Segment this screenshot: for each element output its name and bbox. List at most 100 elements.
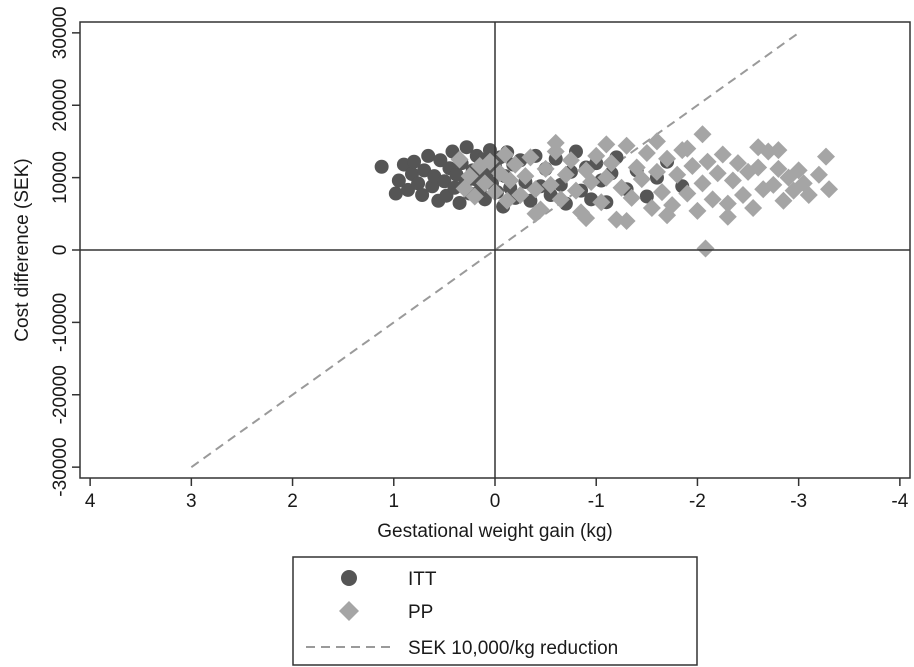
pp-point	[637, 144, 656, 163]
itt-point	[421, 148, 436, 163]
x-tick-label: -4	[891, 491, 908, 512]
itt-point	[639, 189, 654, 204]
pp-point	[733, 185, 752, 204]
x-tick-label: 4	[85, 491, 96, 512]
pp-point	[546, 133, 565, 152]
legend-marker-pp	[339, 601, 359, 621]
pp-point	[587, 146, 606, 165]
itt-point	[411, 176, 426, 191]
pp-point	[703, 190, 722, 209]
pp-point	[597, 168, 616, 187]
pp-point	[683, 157, 702, 176]
pp-point	[744, 199, 763, 218]
pp-point	[718, 207, 737, 226]
pp-point	[582, 172, 601, 191]
itt-point	[388, 186, 403, 201]
y-tick-label: 30000	[50, 6, 71, 59]
pp-point	[696, 239, 715, 258]
pp-point	[450, 150, 469, 169]
pp-point	[566, 181, 585, 200]
pp-point	[475, 174, 494, 193]
itt-point	[459, 140, 474, 155]
plot-area	[190, 32, 839, 468]
pp-point	[541, 175, 560, 194]
pp-point	[465, 187, 484, 206]
pp-point	[789, 161, 808, 180]
pp-point	[592, 193, 611, 212]
reference-line-sek-10000-per-kg	[190, 32, 800, 468]
pp-point	[749, 158, 768, 177]
pp-point	[713, 145, 732, 164]
pp-point	[809, 165, 828, 184]
pp-point	[617, 212, 636, 231]
pp-point	[647, 132, 666, 151]
pp-point	[501, 171, 520, 190]
pp-point	[693, 125, 712, 144]
pp-point	[718, 194, 737, 213]
pp-point	[551, 190, 570, 209]
itt-point	[400, 182, 415, 197]
pp-point	[612, 178, 631, 197]
y-tick-label: 20000	[50, 79, 71, 132]
itt-point	[482, 143, 497, 158]
pp-point	[816, 147, 835, 166]
pp-point	[642, 199, 661, 218]
pp-point	[653, 183, 672, 202]
pp-point	[708, 164, 727, 183]
legend-label-reference-line: SEK 10,000/kg reduction	[408, 638, 618, 659]
pp-point	[820, 180, 839, 199]
itt-point	[433, 153, 448, 168]
pp-point	[723, 171, 742, 190]
x-tick-label: -3	[790, 491, 807, 512]
x-tick-label: -1	[588, 491, 605, 512]
x-tick-label: 3	[186, 491, 197, 512]
pp-point	[526, 204, 545, 223]
y-tick-label: -10000	[50, 293, 71, 352]
pp-point	[602, 154, 621, 173]
pp-point	[668, 165, 687, 184]
itt-point	[407, 154, 422, 169]
pp-point	[647, 162, 666, 181]
pp-point	[561, 151, 580, 170]
pp-point	[693, 174, 712, 193]
pp-point	[688, 201, 707, 220]
pp-point	[556, 165, 575, 184]
pp-point	[617, 136, 636, 155]
pp-point	[577, 209, 596, 228]
pp-point	[516, 167, 535, 186]
x-tick-label: 1	[388, 491, 399, 512]
x-tick-label: 2	[287, 491, 298, 512]
pp-point	[460, 167, 479, 186]
pp-point	[774, 191, 793, 210]
legend: ITT PP SEK 10,000/kg reduction	[292, 556, 698, 666]
pp-point	[678, 139, 697, 158]
pp-point	[728, 154, 747, 173]
pp-point	[799, 185, 818, 204]
pp-point	[658, 206, 677, 225]
y-tick-label: 10000	[50, 151, 71, 204]
y-tick-label: -20000	[50, 365, 71, 424]
pp-point	[536, 159, 555, 178]
x-axis-title: Gestational weight gain (kg)	[377, 521, 613, 542]
pp-point	[632, 170, 651, 189]
itt-point	[452, 195, 467, 210]
itt-point	[391, 173, 406, 188]
pp-point	[521, 148, 540, 167]
legend-box	[292, 556, 698, 666]
pp-point	[698, 152, 717, 171]
itt-point	[437, 174, 452, 189]
legend-marker-itt	[341, 570, 357, 586]
y-axis-title: Cost difference (SEK)	[12, 158, 33, 341]
x-tick-label: 0	[490, 491, 501, 512]
pp-point	[597, 135, 616, 154]
itt-point	[449, 167, 464, 182]
itt-point	[415, 187, 430, 202]
y-tick-label: -30000	[50, 438, 71, 497]
y-tick-label: 0	[50, 245, 71, 256]
pp-point	[658, 149, 677, 168]
pp-point	[511, 185, 530, 204]
pp-point	[526, 180, 545, 199]
x-tick-label: -2	[689, 491, 706, 512]
